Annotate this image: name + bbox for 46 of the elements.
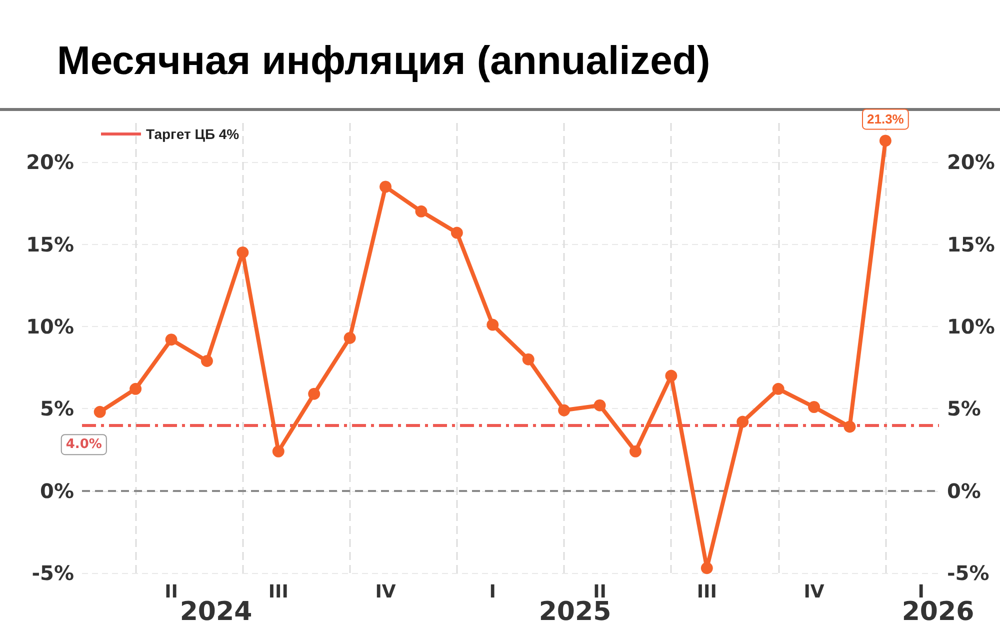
point: [344, 332, 356, 344]
legend-label: Таргет ЦБ 4%: [146, 126, 240, 142]
chart-title: Месячная инфляция (annualized): [57, 39, 710, 83]
y2-tick-label: -5%: [947, 561, 990, 585]
point: [558, 404, 570, 416]
point: [772, 382, 784, 395]
annotation: 4.0%: [66, 437, 102, 452]
x-tick-label: I: [489, 582, 496, 602]
y-tick-label: 15%: [26, 232, 74, 256]
y-tick-label: 0%: [40, 478, 74, 503]
point: [380, 180, 392, 193]
x-tick-label: III: [268, 582, 288, 602]
point: [665, 370, 678, 382]
point: [272, 445, 284, 458]
x-tick-label: III: [696, 582, 717, 602]
point: [486, 318, 499, 331]
point: [879, 134, 892, 147]
point: [594, 399, 606, 412]
y2-tick-label: 20%: [947, 150, 995, 174]
point: [844, 420, 856, 433]
y-tick-label: -5%: [32, 561, 74, 585]
point: [415, 205, 428, 218]
y2-tick-label: 10%: [947, 314, 995, 338]
point: [736, 416, 749, 428]
point: [522, 353, 534, 366]
point: [130, 382, 142, 395]
point: [808, 400, 820, 413]
data-label: 21.3%: [867, 112, 904, 127]
text: 2024: [180, 597, 252, 627]
point: [165, 334, 178, 346]
x-tick-label: II: [164, 582, 178, 602]
point: [450, 226, 463, 239]
y2-tick-label: 0%: [947, 478, 981, 503]
point: [629, 445, 642, 458]
point: [200, 354, 213, 367]
y2-tick-label: 15%: [947, 232, 995, 256]
point: [308, 388, 320, 400]
y-tick-label: 5%: [40, 396, 74, 421]
point: [94, 406, 106, 418]
y-tick-label: 20%: [26, 150, 74, 174]
y2-tick-label: 5%: [947, 396, 981, 421]
x-tick-label: IV: [375, 582, 396, 602]
point: [236, 246, 249, 258]
x-tick-label: IV: [804, 582, 824, 602]
point: [700, 562, 713, 574]
y-tick-label: 10%: [26, 314, 74, 338]
